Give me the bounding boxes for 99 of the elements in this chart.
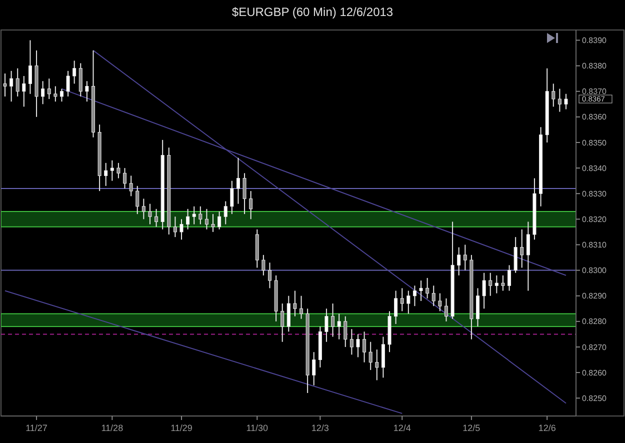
candlestick (3, 72, 7, 97)
candlestick (337, 313, 341, 340)
candlestick (394, 290, 398, 324)
candlestick (22, 76, 26, 108)
candlestick (286, 295, 290, 332)
candlestick (324, 308, 328, 342)
candlestick (558, 88, 562, 112)
candlestick (331, 303, 335, 338)
y-tick-label: 0.8350 (582, 138, 608, 148)
candlestick (488, 272, 492, 296)
y-tick-label: 0.8290 (582, 292, 608, 301)
candlestick (368, 341, 372, 370)
x-tick-label: 11/28 (101, 423, 124, 433)
candlestick (72, 60, 76, 84)
y-tick-label: 0.8320 (582, 214, 608, 224)
candlestick (198, 206, 202, 225)
candlestick (406, 290, 410, 314)
candlestick (381, 336, 385, 378)
y-tick-label: 0.8370 (582, 87, 608, 96)
candlestick (400, 288, 404, 312)
candlestick (438, 292, 442, 312)
y-tick-label: 0.8280 (582, 317, 608, 326)
x-tick-label: 12/3 (311, 423, 329, 433)
candlestick (482, 272, 486, 310)
y-tick-label: 0.8270 (582, 342, 608, 352)
y-tick-label: 0.8330 (582, 189, 608, 198)
candlestick (344, 316, 348, 348)
candlestick (350, 328, 354, 356)
candlestick (28, 40, 32, 94)
candlestick (180, 218, 184, 240)
candlestick (514, 236, 518, 274)
candlestick (204, 208, 208, 230)
x-tick-label: 12/6 (538, 423, 556, 433)
candlestick (148, 203, 152, 225)
candlestick (85, 80, 89, 102)
candlestick (552, 83, 556, 108)
candlestick (520, 228, 524, 268)
candlestick (224, 200, 228, 225)
candlestick (142, 198, 146, 220)
candlestick (463, 244, 467, 271)
candlestick (47, 78, 51, 100)
candlestick (412, 285, 416, 307)
y-tick-label: 0.8390 (582, 36, 608, 46)
x-tick-label: 11/27 (26, 423, 48, 433)
candlestick (476, 288, 480, 328)
candlestick (508, 264, 512, 292)
candlestick (242, 172, 246, 215)
candlestick (426, 277, 430, 299)
y-tick-label: 0.8310 (582, 240, 608, 250)
candlestick (192, 206, 196, 225)
candlestick (419, 280, 423, 302)
candlestick (41, 80, 45, 105)
candlestick (136, 185, 140, 215)
candlestick (444, 298, 448, 322)
candlestick (280, 303, 284, 342)
candlestick (186, 208, 190, 230)
candlestick (249, 190, 253, 220)
candlestick (10, 70, 14, 102)
candlestick (54, 86, 58, 102)
candlestick (78, 62, 82, 97)
candlestick (60, 88, 64, 102)
candlestick (236, 157, 240, 204)
x-tick-label: 11/30 (246, 423, 268, 433)
candlestick (66, 70, 70, 97)
candlestick (16, 68, 20, 97)
candlestick (268, 262, 272, 289)
candlestick (154, 208, 158, 228)
candlestick (362, 331, 366, 363)
candlestick (123, 168, 127, 189)
y-tick-label: 0.8250 (582, 394, 608, 403)
candlestick (564, 93, 568, 110)
candlestick (300, 295, 304, 320)
candlestick (375, 349, 379, 381)
candlestick (526, 221, 530, 292)
candlestick (218, 210, 222, 230)
candlestick (104, 162, 108, 186)
candlestick (312, 352, 316, 386)
x-tick-label: 12/4 (393, 423, 411, 433)
candlestick (356, 334, 360, 358)
candlestick (293, 290, 297, 317)
candlestick (116, 162, 120, 179)
y-tick-label: 0.8300 (582, 266, 608, 276)
y-tick-label: 0.8380 (582, 62, 608, 71)
candlestick (110, 160, 114, 182)
y-tick-label: 0.8360 (582, 112, 608, 122)
x-tick-label: 12/5 (462, 423, 480, 433)
chart-title: $EURGBP (60 Min) 12/6/2013 (232, 5, 394, 19)
candlestick (173, 216, 177, 238)
candlestick (230, 180, 234, 215)
candlestick (262, 254, 266, 276)
candlestick (501, 274, 505, 292)
candlestick (494, 274, 498, 294)
candlestick (129, 175, 133, 197)
y-tick-label: 0.8260 (582, 368, 608, 378)
candlestick (457, 246, 461, 276)
x-tick-label: 11/29 (170, 423, 192, 433)
y-tick-label: 0.8340 (582, 164, 608, 173)
candlestick (432, 285, 436, 307)
candlestick (211, 214, 215, 232)
